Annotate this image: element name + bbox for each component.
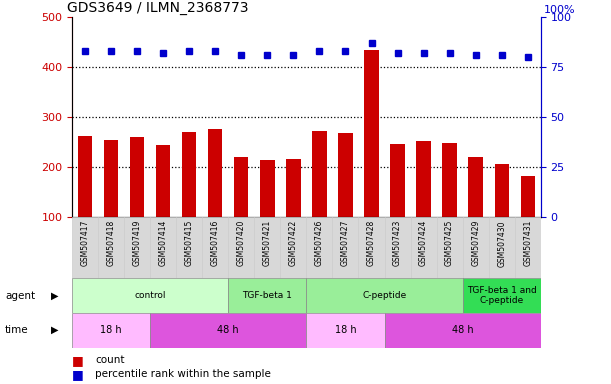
Bar: [156, 145, 170, 217]
Bar: [521, 175, 535, 217]
Bar: [442, 142, 457, 217]
Text: ■: ■: [72, 354, 84, 367]
Bar: [182, 132, 196, 217]
Bar: [208, 129, 222, 217]
Bar: [384, 217, 411, 278]
Bar: [463, 217, 489, 278]
Text: GSM507423: GSM507423: [393, 220, 402, 266]
Text: ■: ■: [72, 368, 84, 381]
Bar: [384, 313, 541, 348]
Bar: [417, 141, 431, 217]
Bar: [359, 217, 384, 278]
Bar: [494, 164, 509, 217]
Text: GSM507425: GSM507425: [445, 220, 454, 266]
Text: GDS3649 / ILMN_2368773: GDS3649 / ILMN_2368773: [67, 1, 249, 15]
Text: percentile rank within the sample: percentile rank within the sample: [95, 369, 271, 379]
Bar: [469, 157, 483, 217]
Text: GSM507415: GSM507415: [185, 220, 194, 266]
Bar: [463, 278, 541, 313]
Bar: [130, 137, 144, 217]
Bar: [150, 313, 306, 348]
Text: GSM507422: GSM507422: [289, 220, 298, 266]
Text: control: control: [134, 291, 166, 300]
Text: 18 h: 18 h: [100, 325, 122, 335]
Bar: [312, 131, 327, 217]
Bar: [98, 217, 124, 278]
Bar: [72, 217, 98, 278]
Bar: [104, 140, 119, 217]
Bar: [150, 217, 176, 278]
Bar: [390, 144, 404, 217]
Text: 100%: 100%: [544, 5, 575, 15]
Text: GSM507420: GSM507420: [237, 220, 246, 266]
Bar: [202, 217, 229, 278]
Text: TGF-beta 1 and
C-peptide: TGF-beta 1 and C-peptide: [467, 286, 536, 305]
Bar: [78, 136, 92, 217]
Bar: [411, 217, 437, 278]
Bar: [514, 217, 541, 278]
Text: GSM507426: GSM507426: [315, 220, 324, 266]
Bar: [364, 50, 379, 217]
Text: 18 h: 18 h: [335, 325, 356, 335]
Bar: [437, 217, 463, 278]
Text: GSM507414: GSM507414: [159, 220, 168, 266]
Text: GSM507430: GSM507430: [497, 220, 506, 266]
Text: GSM507419: GSM507419: [133, 220, 142, 266]
Bar: [306, 278, 463, 313]
Bar: [72, 278, 229, 313]
Text: TGF-beta 1: TGF-beta 1: [243, 291, 292, 300]
Bar: [254, 217, 280, 278]
Bar: [124, 217, 150, 278]
Text: GSM507421: GSM507421: [263, 220, 272, 266]
Bar: [234, 157, 249, 217]
Bar: [306, 313, 384, 348]
Bar: [260, 160, 274, 217]
Text: GSM507417: GSM507417: [81, 220, 90, 266]
Text: time: time: [5, 325, 29, 335]
Bar: [176, 217, 202, 278]
Text: GSM507429: GSM507429: [471, 220, 480, 266]
Bar: [306, 217, 332, 278]
Bar: [286, 159, 301, 217]
Bar: [72, 313, 150, 348]
Text: 48 h: 48 h: [452, 325, 474, 335]
Bar: [229, 278, 307, 313]
Text: GSM507418: GSM507418: [107, 220, 115, 266]
Bar: [229, 217, 254, 278]
Text: GSM507424: GSM507424: [419, 220, 428, 266]
Text: GSM507427: GSM507427: [341, 220, 350, 266]
Text: ▶: ▶: [51, 291, 58, 301]
Text: agent: agent: [5, 291, 35, 301]
Text: ▶: ▶: [51, 325, 58, 335]
Text: C-peptide: C-peptide: [362, 291, 407, 300]
Bar: [280, 217, 307, 278]
Bar: [332, 217, 359, 278]
Text: count: count: [95, 355, 125, 365]
Bar: [489, 217, 514, 278]
Text: GSM507428: GSM507428: [367, 220, 376, 266]
Text: GSM507416: GSM507416: [211, 220, 220, 266]
Bar: [338, 133, 353, 217]
Text: 48 h: 48 h: [218, 325, 239, 335]
Text: GSM507431: GSM507431: [523, 220, 532, 266]
